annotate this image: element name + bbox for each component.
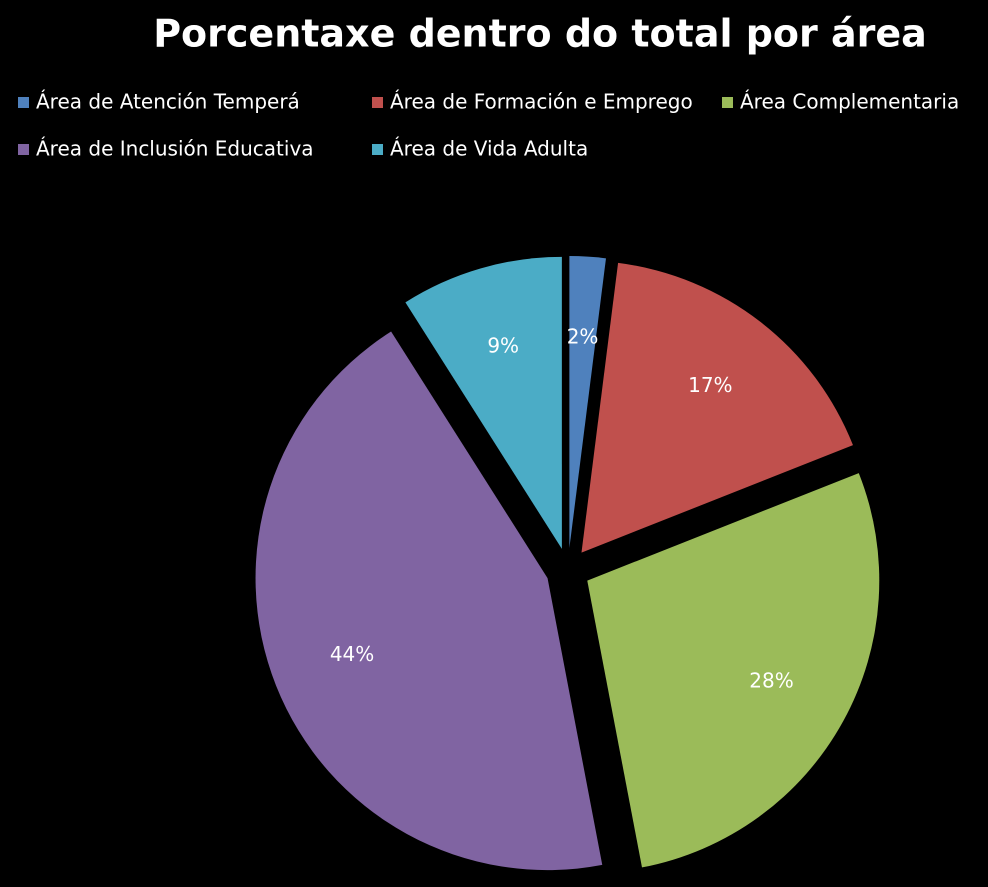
chart-title: Porcentaxe dentro do total por área: [153, 12, 927, 56]
legend-label: Área de Vida Adulta: [390, 137, 588, 161]
data-label: 17%: [688, 373, 732, 397]
legend-marker: [722, 97, 733, 108]
legend-label: Área de Inclusión Educativa: [36, 137, 314, 161]
pie-slice: [405, 256, 562, 549]
legend-marker: [18, 97, 29, 108]
data-label: 9%: [487, 333, 519, 357]
data-label: 44%: [330, 642, 374, 666]
legend-label: Área de Formación e Emprego: [390, 90, 693, 114]
data-label: 28%: [749, 668, 793, 692]
pie-slice: [569, 256, 606, 549]
legend-marker: [18, 144, 29, 155]
legend-marker: [372, 97, 383, 108]
legend-label: Área de Atención Temperá: [36, 90, 300, 114]
pie-slice: [587, 473, 880, 868]
pie-slice: [581, 262, 853, 553]
data-label: 2%: [567, 325, 599, 349]
legend-marker: [372, 144, 383, 155]
pie-slice: [255, 331, 603, 871]
legend-label: Área Complementaria: [740, 90, 959, 114]
